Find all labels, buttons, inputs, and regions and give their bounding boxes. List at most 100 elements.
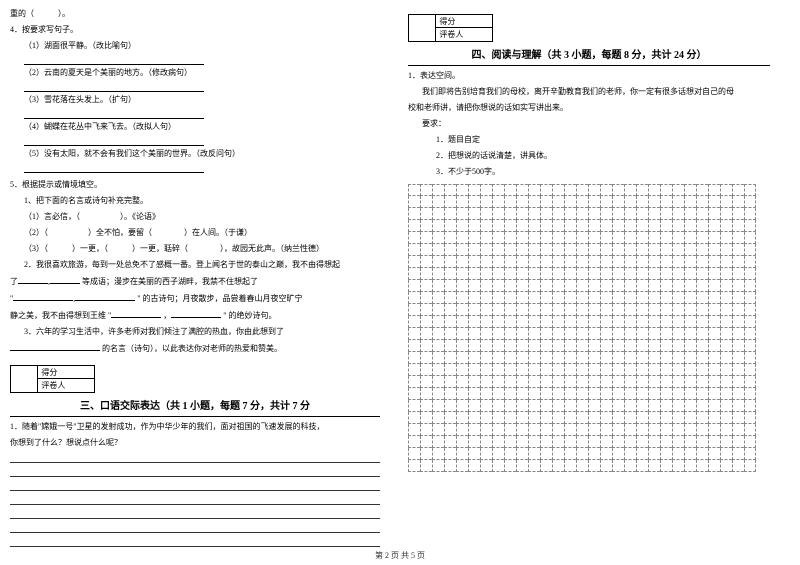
- grid-cell: [420, 208, 432, 220]
- grid-cell: [528, 400, 540, 412]
- grid-cell: [708, 304, 720, 316]
- grid-cell: [564, 328, 576, 340]
- grid-cell: [444, 376, 456, 388]
- section-4-title: 四、阅读与理解（共 3 小题，每题 8 分，共计 24 分）: [408, 46, 770, 61]
- score-label-1: 得分: [38, 366, 94, 379]
- score-box: 得分 评卷人: [408, 14, 493, 42]
- grid-cell: [660, 328, 672, 340]
- grid-cell: [612, 316, 624, 328]
- grid-cell: [528, 292, 540, 304]
- grid-cell: [684, 460, 696, 472]
- grid-cell: [624, 436, 636, 448]
- grid-cell: [648, 340, 660, 352]
- grid-cell: [408, 388, 420, 400]
- grid-cell: [744, 304, 756, 316]
- grid-cell: [564, 316, 576, 328]
- grid-cell: [516, 268, 528, 280]
- grid-cell: [408, 304, 420, 316]
- grid-cell: [648, 292, 660, 304]
- grid-cell: [468, 304, 480, 316]
- grid-cell: [684, 244, 696, 256]
- grid-cell: [648, 328, 660, 340]
- grid-cell: [408, 424, 420, 436]
- grid-cell: [588, 304, 600, 316]
- grid-cell: [456, 244, 468, 256]
- grid-cell: [744, 448, 756, 460]
- grid-cell: [612, 256, 624, 268]
- grid-cell: [480, 340, 492, 352]
- grid-cell: [660, 196, 672, 208]
- grid-cell: [648, 388, 660, 400]
- grid-cell: [468, 364, 480, 376]
- grid-cell: [420, 376, 432, 388]
- grid-cell: [744, 256, 756, 268]
- grid-cell: [588, 448, 600, 460]
- grid-cell: [540, 340, 552, 352]
- grid-cell: [480, 280, 492, 292]
- grid-cell: [420, 388, 432, 400]
- grid-cell: [720, 340, 732, 352]
- grid-cell: [420, 448, 432, 460]
- grid-cell: [672, 184, 684, 196]
- grid-cell: [624, 304, 636, 316]
- grid-cell: [408, 352, 420, 364]
- grid-cell: [540, 184, 552, 196]
- score-labels: 得分 评卷人: [38, 366, 94, 392]
- grid-cell: [456, 448, 468, 460]
- grid-cell: [444, 388, 456, 400]
- grid-cell: [612, 340, 624, 352]
- grid-cell: [588, 412, 600, 424]
- grid-cell: [408, 184, 420, 196]
- grid-cell: [612, 184, 624, 196]
- grid-cell: [480, 316, 492, 328]
- grid-cell: [684, 352, 696, 364]
- grid-cell: [684, 256, 696, 268]
- grid-cell: [504, 436, 516, 448]
- grid-cell: [468, 292, 480, 304]
- grid-cell: [624, 424, 636, 436]
- q5-3-row: 的名言（诗句），以此表达你对老师的热爱和赞美。: [10, 342, 380, 355]
- grid-cell: [432, 232, 444, 244]
- grid-cell: [480, 196, 492, 208]
- grid-cell: [588, 280, 600, 292]
- grid-cell: [744, 196, 756, 208]
- grid-cell: [672, 388, 684, 400]
- grid-cell: [516, 436, 528, 448]
- grid-cell: [564, 364, 576, 376]
- grid-cell: [564, 448, 576, 460]
- grid-row: [408, 352, 770, 364]
- grid-cell: [612, 388, 624, 400]
- grid-cell: [408, 400, 420, 412]
- blank: [171, 309, 221, 318]
- grid-cell: [552, 208, 564, 220]
- grid-cell: [444, 448, 456, 460]
- grid-cell: [444, 244, 456, 256]
- grid-cell: [504, 208, 516, 220]
- grid-cell: [408, 364, 420, 376]
- grid-cell: [552, 280, 564, 292]
- grid-cell: [732, 388, 744, 400]
- grid-cell: [552, 184, 564, 196]
- grid-cell: [480, 424, 492, 436]
- grid-cell: [408, 208, 420, 220]
- grid-cell: [744, 460, 756, 472]
- grid-cell: [672, 400, 684, 412]
- grid-cell: [432, 220, 444, 232]
- grid-cell: [696, 292, 708, 304]
- grid-cell: [648, 268, 660, 280]
- grid-cell: [672, 268, 684, 280]
- grid-cell: [624, 292, 636, 304]
- grid-cell: [672, 196, 684, 208]
- grid-cell: [732, 256, 744, 268]
- grid-row: [408, 424, 770, 436]
- grid-cell: [408, 196, 420, 208]
- blank: [50, 275, 80, 284]
- sec3-q1a: 1．随着"嫦娥一号"卫星的发射成功，作为中华少年的我们，面对祖国的飞速发展的科技…: [10, 421, 380, 433]
- grid-cell: [456, 400, 468, 412]
- grid-cell: [732, 328, 744, 340]
- grid-cell: [432, 244, 444, 256]
- grid-cell: [732, 364, 744, 376]
- grid-cell: [528, 268, 540, 280]
- grid-cell: [732, 244, 744, 256]
- grid-cell: [636, 268, 648, 280]
